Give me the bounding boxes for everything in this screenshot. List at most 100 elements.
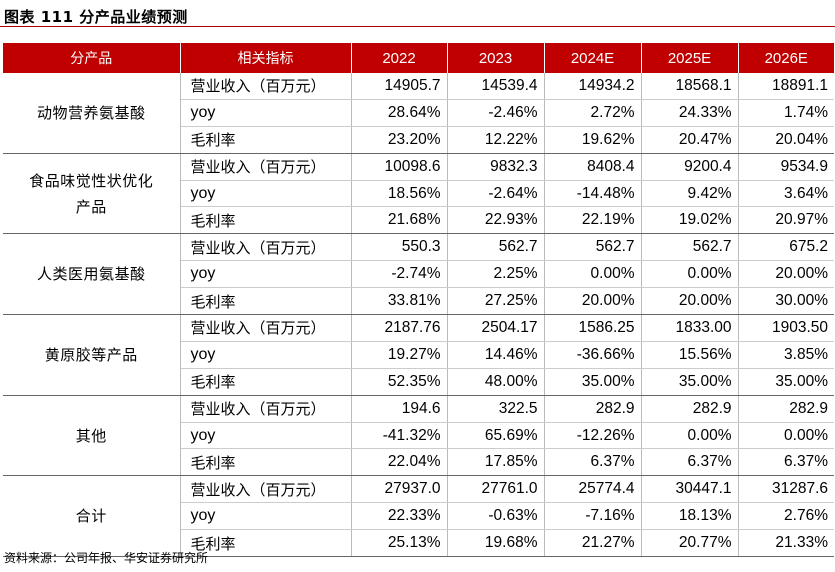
metric-cell: 毛利率 xyxy=(180,126,352,154)
value-cell: 19.68% xyxy=(447,529,545,558)
value-cell: 19.62% xyxy=(544,126,642,154)
table-row: 合计 营业收入（百万元） 27937.0 27761.0 25774.4 30447.1 3… xyxy=(3,475,834,558)
value-cell: 25.13% xyxy=(351,529,448,558)
value-cell: 0.00% xyxy=(641,422,739,450)
value-cell: 1.74% xyxy=(738,99,834,127)
value-cell: 65.69% xyxy=(447,422,545,450)
value-cell: 18.56% xyxy=(351,180,448,208)
product-cell: 人类医用氨基酸 xyxy=(3,233,181,316)
value-cell: 27761.0 xyxy=(447,475,545,504)
metric-cell: yoy xyxy=(180,341,352,369)
value-cell: 27.25% xyxy=(447,287,545,316)
product-name-line: 其他 xyxy=(75,426,107,445)
forecast-table-container: 分产品 相关指标 2022 2023 2024E 2025E 2026E 动物营… xyxy=(3,43,834,558)
value-cell: 14539.4 xyxy=(447,73,545,100)
value-cell: 35.00% xyxy=(738,368,834,396)
table-header-row: 分产品 相关指标 2022 2023 2024E 2025E 2026E xyxy=(3,43,834,73)
value-cell: 52.35% xyxy=(351,368,448,396)
value-cell: -2.46% xyxy=(447,99,545,127)
table-body: 动物营养氨基酸 营业收入（百万元） 14905.7 14539.4 14934.2 185… xyxy=(3,73,834,558)
value-cell: 2504.17 xyxy=(447,314,545,342)
table-row: 毛利率 25.13% 19.68% 21.27% 20.77% 21.33% xyxy=(3,529,834,558)
product-name-line: 人类医用氨基酸 xyxy=(36,265,146,284)
value-cell: 2.72% xyxy=(544,99,642,127)
value-cell: 1586.25 xyxy=(544,314,642,342)
value-cell: 22.33% xyxy=(351,502,448,531)
value-cell: 20.77% xyxy=(641,529,739,558)
figure-title: 图表 111 分产品业绩预测 xyxy=(4,8,188,26)
value-cell: 35.00% xyxy=(544,368,642,396)
value-cell: 20.97% xyxy=(738,206,834,235)
value-cell: 25774.4 xyxy=(544,475,642,504)
table-row: 毛利率 22.04% 17.85% 6.37% 6.37% 6.37% xyxy=(3,448,834,477)
metric-cell: yoy xyxy=(180,422,352,450)
value-cell: 17.85% xyxy=(447,448,545,477)
value-cell: 19.27% xyxy=(351,341,448,369)
metric-cell: yoy xyxy=(180,260,352,289)
table-row: 毛利率 52.35% 48.00% 35.00% 35.00% 35.00% xyxy=(3,368,834,396)
value-cell: 194.6 xyxy=(351,395,448,423)
value-cell: 22.19% xyxy=(544,206,642,235)
metric-cell: 营业收入（百万元） xyxy=(180,314,352,342)
value-cell: 14934.2 xyxy=(544,73,642,100)
value-cell: 20.00% xyxy=(738,260,834,289)
value-cell: 12.22% xyxy=(447,126,545,154)
table-row: yoy 19.27% 14.46% -36.66% 15.56% 3.85% xyxy=(3,341,834,369)
value-cell: -7.16% xyxy=(544,502,642,531)
header-year-2025e: 2025E xyxy=(640,43,738,73)
value-cell: -2.64% xyxy=(447,180,545,208)
header-year-2023: 2023 xyxy=(446,43,544,73)
metric-cell: 毛利率 xyxy=(180,287,352,316)
metric-cell: 营业收入（百万元） xyxy=(180,153,352,181)
value-cell: 3.64% xyxy=(738,180,834,208)
value-cell: 22.04% xyxy=(351,448,448,477)
value-cell: 1903.50 xyxy=(738,314,834,342)
value-cell: 562.7 xyxy=(544,233,642,262)
value-cell: 14905.7 xyxy=(351,73,448,100)
value-cell: 9832.3 xyxy=(447,153,545,181)
value-cell: 35.00% xyxy=(641,368,739,396)
value-cell: 2187.76 xyxy=(351,314,448,342)
value-cell: 2.25% xyxy=(447,260,545,289)
value-cell: -36.66% xyxy=(544,341,642,369)
value-cell: 19.02% xyxy=(641,206,739,235)
product-cell: 合计 xyxy=(3,475,181,558)
metric-cell: 营业收入（百万元） xyxy=(180,233,352,262)
table-row: 食品味觉性状优化 产品 营业收入（百万元） 10098.6 9832.3 8408.4 92… xyxy=(3,153,834,235)
table-row: 毛利率 21.68% 22.93% 22.19% 19.02% 20.97% xyxy=(3,206,834,235)
value-cell: 0.00% xyxy=(544,260,642,289)
value-cell: 21.33% xyxy=(738,529,834,558)
metric-cell: 营业收入（百万元） xyxy=(180,395,352,423)
table-row: yoy 18.56% -2.64% -14.48% 9.42% 3.64% xyxy=(3,180,834,208)
table-row: 其他 营业收入（百万元） 194.6 322.5 282.9 282.9 282.9 xyxy=(3,395,834,477)
value-cell: 1833.00 xyxy=(641,314,739,342)
value-cell: 550.3 xyxy=(351,233,448,262)
table-row: 动物营养氨基酸 营业收入（百万元） 14905.7 14539.4 14934.2 185… xyxy=(3,73,834,154)
header-year-2026e: 2026E xyxy=(737,43,834,73)
metric-cell: 毛利率 xyxy=(180,368,352,396)
title-rule xyxy=(0,26,835,27)
value-cell: 20.00% xyxy=(544,287,642,316)
value-cell: 18891.1 xyxy=(738,73,834,100)
value-cell: -0.63% xyxy=(447,502,545,531)
value-cell: 8408.4 xyxy=(544,153,642,181)
product-name-line: 食品味觉性状优化 xyxy=(29,171,154,190)
value-cell: 14.46% xyxy=(447,341,545,369)
product-name-line: 动物营养氨基酸 xyxy=(36,103,146,122)
value-cell: 20.04% xyxy=(738,126,834,154)
value-cell: 562.7 xyxy=(447,233,545,262)
value-cell: 23.20% xyxy=(351,126,448,154)
product-cell: 其他 xyxy=(3,395,181,477)
value-cell: 282.9 xyxy=(544,395,642,423)
product-cell: 黄原胶等产品 xyxy=(3,314,181,396)
value-cell: 27937.0 xyxy=(351,475,448,504)
value-cell: 6.37% xyxy=(738,448,834,477)
value-cell: 282.9 xyxy=(641,395,739,423)
value-cell: 0.00% xyxy=(641,260,739,289)
header-product: 分产品 xyxy=(3,43,180,73)
value-cell: -41.32% xyxy=(351,422,448,450)
value-cell: 30447.1 xyxy=(641,475,739,504)
value-cell: 9.42% xyxy=(641,180,739,208)
product-name-line: 黄原胶等产品 xyxy=(44,345,138,364)
forecast-table: 分产品 相关指标 2022 2023 2024E 2025E 2026E 动物营… xyxy=(3,43,834,558)
